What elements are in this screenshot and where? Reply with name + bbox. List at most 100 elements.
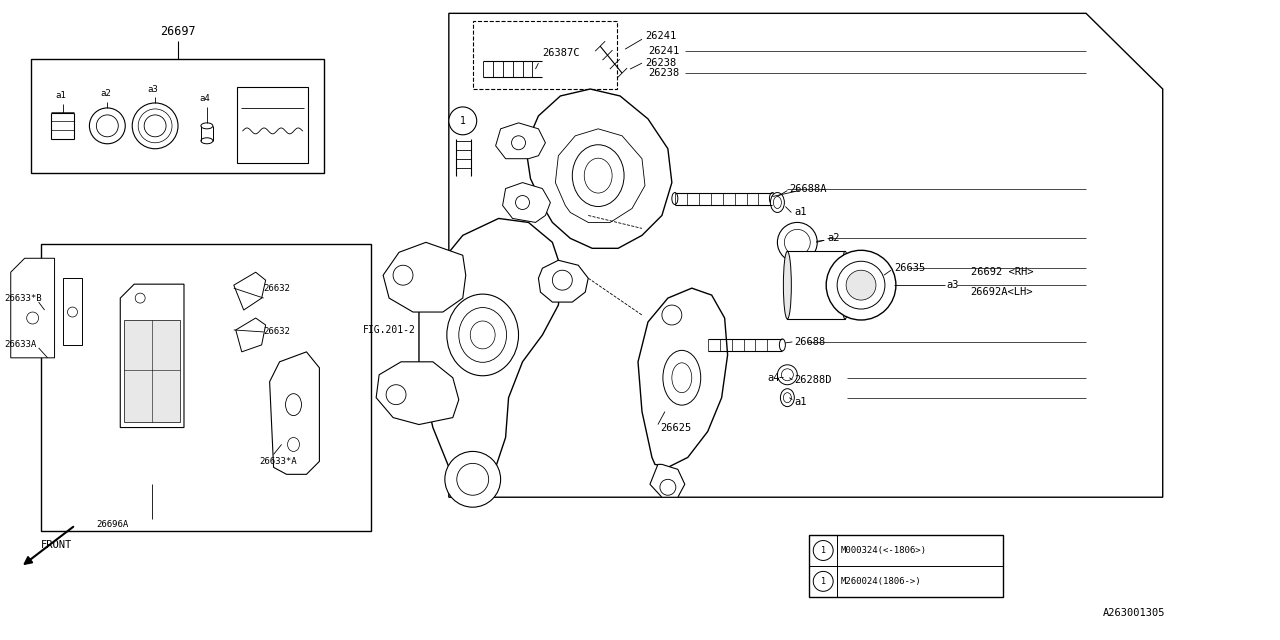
Circle shape — [132, 103, 178, 148]
Text: FIG.201-2: FIG.201-2 — [364, 325, 416, 335]
Text: 26288D: 26288D — [795, 375, 832, 385]
Circle shape — [68, 307, 78, 317]
Text: A263001305: A263001305 — [1103, 608, 1166, 618]
Polygon shape — [539, 260, 589, 302]
Text: 26632: 26632 — [264, 328, 291, 337]
Ellipse shape — [780, 339, 786, 351]
Circle shape — [393, 265, 413, 285]
Text: 26696A: 26696A — [96, 520, 128, 529]
Ellipse shape — [663, 350, 700, 405]
Ellipse shape — [572, 145, 625, 207]
Text: 26688: 26688 — [795, 337, 826, 347]
Ellipse shape — [783, 393, 791, 403]
Text: 26633*A: 26633*A — [260, 457, 297, 466]
Text: 26633A: 26633A — [5, 340, 37, 349]
Bar — [472, 21, 617, 89]
Polygon shape — [124, 320, 180, 422]
Circle shape — [777, 365, 797, 385]
Text: 26697: 26697 — [160, 25, 196, 38]
Text: 26238: 26238 — [645, 58, 676, 68]
Ellipse shape — [841, 252, 849, 319]
Polygon shape — [376, 362, 458, 424]
Polygon shape — [637, 288, 727, 467]
Bar — [787, 252, 845, 319]
Circle shape — [553, 270, 572, 290]
Bar — [41, 244, 371, 531]
Bar — [809, 535, 1004, 596]
Ellipse shape — [201, 138, 212, 144]
Text: FRONT: FRONT — [41, 540, 72, 550]
Polygon shape — [10, 259, 55, 358]
Text: a1: a1 — [795, 207, 806, 218]
Circle shape — [96, 115, 118, 137]
Polygon shape — [63, 278, 82, 345]
Circle shape — [27, 312, 38, 324]
Polygon shape — [270, 352, 320, 474]
Bar — [31, 59, 324, 173]
Text: a1: a1 — [55, 92, 65, 100]
Circle shape — [813, 541, 833, 561]
Text: 26692 <RH>: 26692 <RH> — [970, 268, 1033, 277]
Text: 26635: 26635 — [893, 263, 925, 273]
Ellipse shape — [201, 123, 212, 129]
Circle shape — [445, 451, 500, 507]
Circle shape — [449, 107, 476, 135]
Ellipse shape — [705, 339, 710, 351]
Circle shape — [387, 385, 406, 404]
Text: 26688A: 26688A — [790, 184, 827, 193]
Circle shape — [516, 196, 530, 209]
Ellipse shape — [285, 394, 302, 415]
Text: 1: 1 — [460, 116, 466, 126]
Text: 26625: 26625 — [660, 422, 691, 433]
Polygon shape — [503, 182, 550, 223]
Ellipse shape — [771, 193, 785, 212]
Polygon shape — [234, 272, 266, 310]
Text: a1: a1 — [795, 397, 806, 406]
Polygon shape — [236, 318, 266, 352]
Ellipse shape — [136, 293, 145, 303]
Text: 1: 1 — [820, 577, 826, 586]
Text: a4: a4 — [768, 372, 780, 383]
Circle shape — [785, 229, 810, 255]
Ellipse shape — [458, 308, 507, 362]
Circle shape — [457, 463, 489, 495]
Text: a4: a4 — [200, 95, 210, 104]
Bar — [237, 87, 308, 163]
Ellipse shape — [584, 158, 612, 193]
Circle shape — [813, 572, 833, 591]
Text: a2: a2 — [100, 90, 110, 99]
Text: 26692A<LH>: 26692A<LH> — [970, 287, 1033, 297]
Text: 26387C: 26387C — [543, 48, 580, 58]
Ellipse shape — [672, 363, 691, 393]
Text: M000324(<-1806>): M000324(<-1806>) — [841, 546, 927, 555]
Ellipse shape — [773, 196, 781, 209]
Text: a3: a3 — [947, 280, 959, 290]
Text: 1: 1 — [820, 546, 826, 555]
Ellipse shape — [769, 193, 776, 205]
Circle shape — [662, 305, 682, 325]
Circle shape — [846, 270, 876, 300]
Text: 26241: 26241 — [648, 46, 680, 56]
Circle shape — [512, 136, 526, 150]
Circle shape — [781, 369, 794, 381]
Text: M260024(1806->): M260024(1806->) — [841, 577, 922, 586]
Ellipse shape — [781, 388, 795, 406]
Circle shape — [660, 479, 676, 495]
Ellipse shape — [447, 294, 518, 376]
Circle shape — [145, 115, 166, 137]
Ellipse shape — [783, 252, 791, 319]
Polygon shape — [120, 284, 184, 428]
Text: 26238: 26238 — [648, 68, 680, 78]
Polygon shape — [383, 243, 466, 312]
Ellipse shape — [470, 321, 495, 349]
Polygon shape — [650, 465, 685, 497]
Polygon shape — [556, 129, 645, 223]
Ellipse shape — [288, 438, 300, 451]
Circle shape — [826, 250, 896, 320]
Polygon shape — [526, 89, 672, 248]
Text: 26632: 26632 — [264, 284, 291, 292]
Circle shape — [90, 108, 125, 144]
Circle shape — [138, 109, 172, 143]
Circle shape — [837, 261, 884, 309]
Polygon shape — [419, 218, 562, 492]
